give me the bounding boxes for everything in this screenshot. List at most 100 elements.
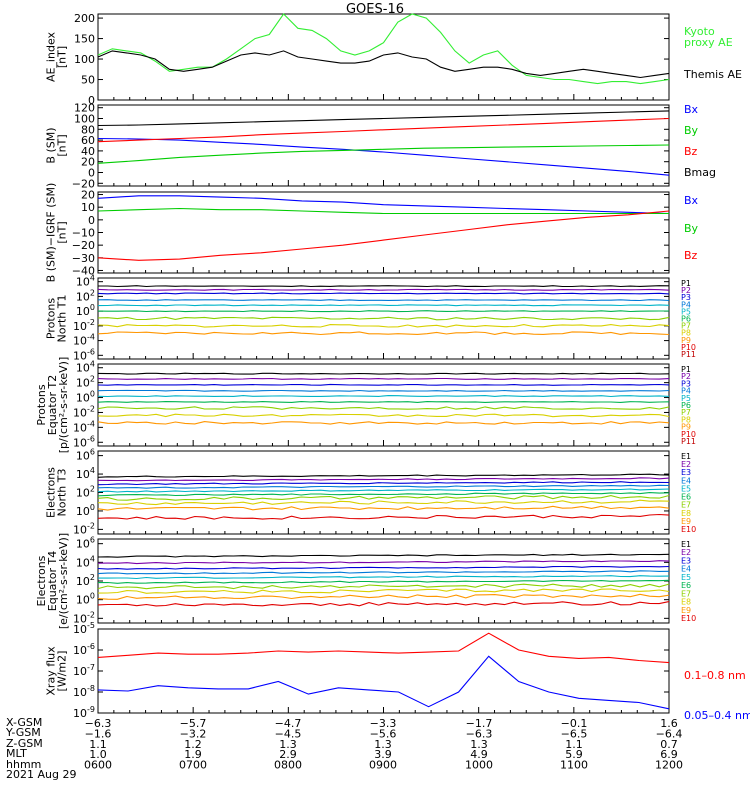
x-axis-value: −1.7 [466,717,493,730]
series-bz [97,117,670,143]
legend-p2: P2 [681,286,691,295]
y-axis-label: B (SM)−IGRF (SM) [45,183,58,283]
x-axis-value: 6.9 [660,748,678,761]
y-axis-label: AE_index [45,31,58,82]
row-label-hhmm: hhmm [6,757,42,771]
x-axis-value: 0900 [369,759,397,772]
row-label-zgsm: Z-GSM [6,736,43,750]
series-0-05-0-4-nm [97,655,670,710]
legend-p9: P9 [681,336,691,345]
legend-e6: E6 [681,581,691,590]
series-p8 [97,324,670,328]
legend-e3: E3 [681,556,691,565]
x-axis-value: −4.5 [275,727,302,740]
y-axis-label: [nT] [56,134,69,156]
row-label-mlt: MLT [6,747,27,761]
y-axis-label: [nT] [56,46,69,68]
legend-e7: E7 [681,589,691,598]
y-axis-label: Equator T2 [46,375,59,435]
series-e7 [97,494,670,501]
series-p9 [97,421,670,425]
y-tick-label: −20 [72,177,95,190]
y-tick-label: −30 [72,252,95,265]
x-axis-value: −0.1 [561,717,588,730]
date-label: 2021 Aug 29 [6,768,77,782]
y-tick-label: 100 [76,592,95,607]
y-axis-label: North T3 [56,469,69,517]
legend-p3: P3 [681,293,691,302]
legend-e9: E9 [681,517,691,526]
series-e5 [97,488,670,493]
x-axis-value: 5.9 [565,748,583,761]
y-axis-label: Xray flux [45,646,58,696]
legend-p4: P4 [681,387,691,396]
legend-e10: E10 [681,614,696,623]
y-tick-label: 80 [81,123,95,136]
legend-p4: P4 [681,300,691,309]
y-tick-label: 106 [76,536,95,551]
y-tick-label: 10-2 [73,404,95,419]
row-label-xgsm: X-GSM [6,716,43,729]
y-tick-label: −40 [72,264,95,277]
x-axis-table: X-GSM Y-GSM Z-GSM MLT hhmm 2021 Aug 29 [6,716,77,782]
panel-frame [97,450,670,535]
y-tick-label: 104 [76,466,95,481]
x-axis-value: 0800 [274,759,302,772]
series-e5 [98,575,670,580]
legend-bz: Bz [684,145,698,158]
y-tick-label: 100 [74,113,95,126]
legend-e8: E8 [681,598,691,607]
series-p1 [98,285,670,288]
legend-p10: P10 [681,343,696,352]
series-p4 [97,389,670,392]
y-tick-label: 104 [76,360,95,375]
y-tick-label: 102 [76,375,95,390]
series-e1 [97,553,670,558]
legend-p1: P1 [681,365,691,374]
series-p7 [97,316,670,321]
legend-p8: P8 [681,329,691,338]
series-by [97,144,670,164]
legend-e7: E7 [681,501,691,510]
y-axis-label: Electrons [45,467,58,518]
x-axis-value: 1.3 [374,738,392,751]
x-axis-value: 1000 [465,759,493,772]
x-axis-value: 0700 [179,759,207,772]
y-tick-label: −10 [72,227,95,240]
series-e8 [97,588,670,594]
y-tick-label: −20 [72,239,95,252]
series-e8 [97,499,670,506]
series-bmag [97,110,670,127]
y-tick-label: 10-2 [73,521,95,536]
legend-p5: P5 [681,307,691,316]
x-axis-value: 2.9 [279,748,297,761]
y-axis-label: [W/m2] [56,651,69,692]
y-axis-label: [nT] [56,221,69,243]
x-axis-value: 1.3 [279,738,297,751]
panel-frame [97,628,670,714]
legend-e5: E5 [681,484,691,493]
legend-e3: E3 [681,468,691,477]
y-axis-label: [p/(cm²-s-sr-keV)] [57,357,70,454]
y-tick-label: 102 [76,573,95,588]
y-tick-label: 0 [88,94,95,107]
series-by [97,207,669,215]
legend-e2: E2 [681,460,691,469]
y-tick-label: 10-4 [73,419,95,434]
series-e6 [97,492,670,497]
legend-by: By [684,124,699,137]
y-tick-label: 10-7 [73,663,95,678]
page-title: GOES-16 [345,2,404,17]
legend-p7: P7 [681,322,691,331]
x-axis-value: 1200 [655,759,683,772]
y-axis-label: Electrons [35,555,48,606]
legend-bmag: Bmag [684,166,716,179]
legend-e8: E8 [681,509,691,518]
y-tick-label: 10-6 [73,642,95,657]
series-e3 [97,481,670,486]
series-bx [97,195,670,215]
